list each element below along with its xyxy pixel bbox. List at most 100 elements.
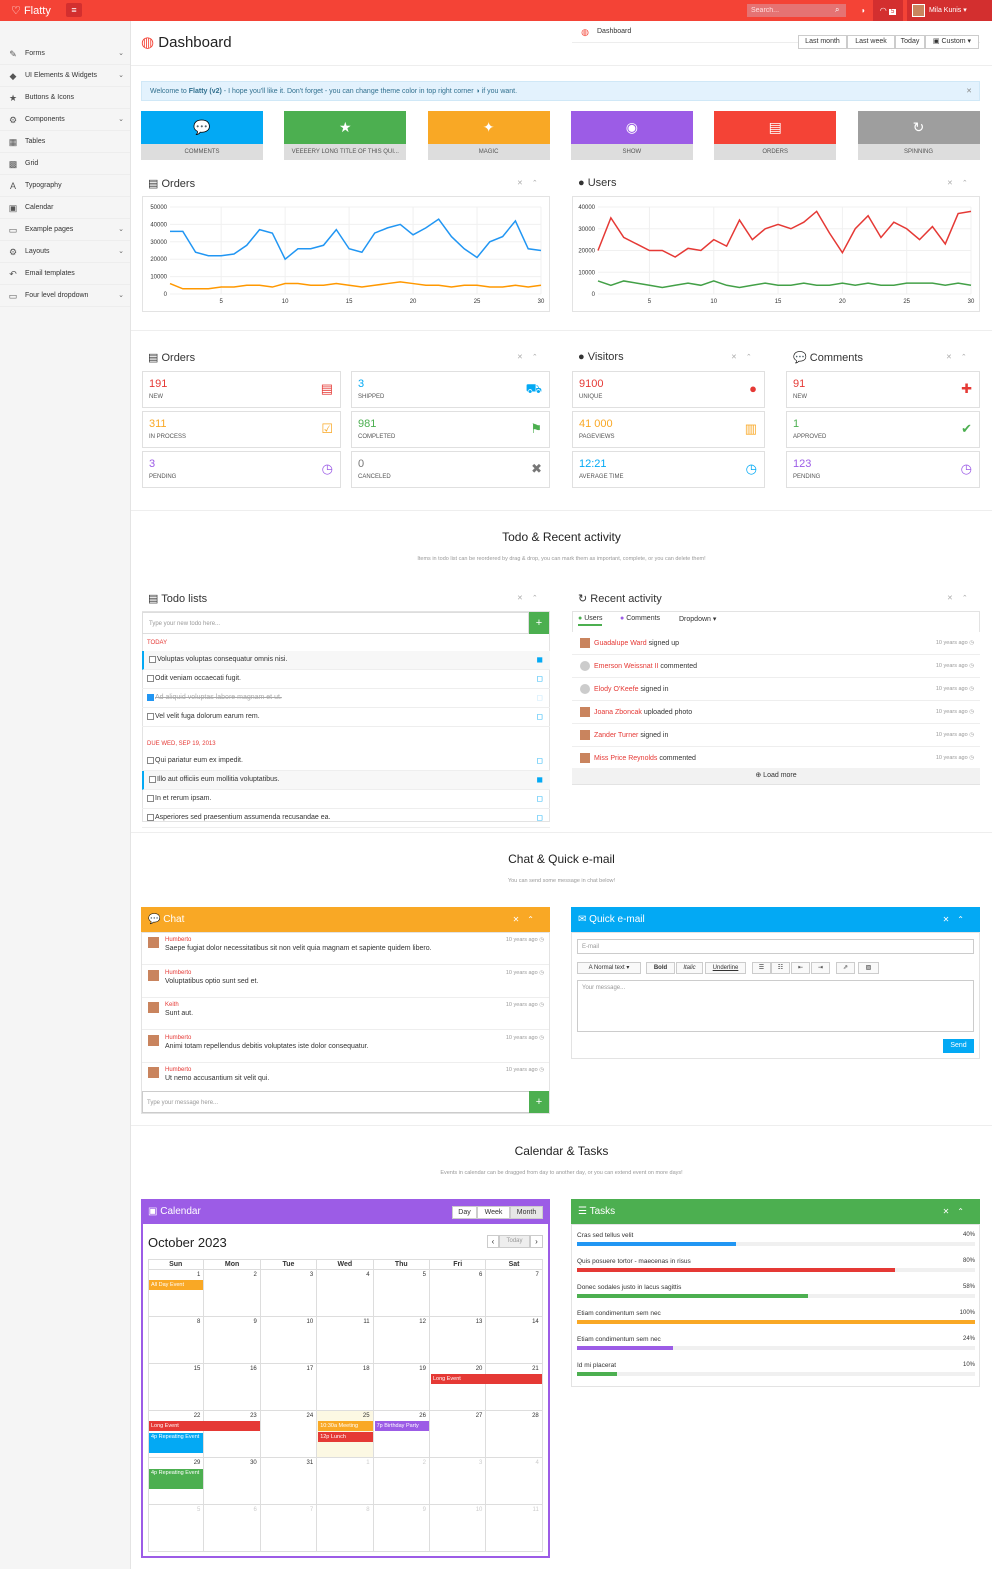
sidebar-item-email-templates[interactable]: ↶ Email templates [0,263,130,285]
calendar-event[interactable]: All Day Event [149,1280,204,1290]
list-item[interactable]: Illo aut officiis eum mollitia voluptati… [142,771,550,790]
email-message-textarea[interactable]: Your message... [577,980,974,1032]
calendar-event[interactable]: Long Event [149,1421,260,1431]
panel-controls[interactable]: ✕⌃ [946,354,976,361]
send-button[interactable]: Send [943,1039,974,1053]
panel-controls[interactable]: ✕⌃ [517,354,547,361]
user-menu[interactable]: Mila Kunis ▾ [907,0,992,21]
search-icon[interactable]: ⌕ [835,5,840,14]
calendar-day-cell[interactable]: 1 [148,1270,205,1317]
tab-comments[interactable]: ● Comments [620,615,660,622]
panel-controls[interactable]: ✕⌃ [512,915,542,924]
calendar-day-cell[interactable]: 28 [486,1411,543,1458]
add-todo-button[interactable]: + [529,612,549,634]
calendar-day-cell[interactable]: 6 [204,1505,261,1552]
indent-button[interactable]: ⇥ [811,962,830,974]
calendar-day-cell[interactable]: 31 [260,1458,318,1505]
theme-toggle-button[interactable]: ◑ [854,0,871,21]
list-item[interactable]: Qui pariatur eum ex impedit. ◻ [142,752,550,771]
calendar-day-cell[interactable]: 30 [204,1458,261,1505]
todo-checkbox[interactable] [149,776,156,783]
list-item[interactable]: Odit veniam occaecati fugit. ◻ [142,670,550,689]
font-size-dropdown[interactable]: A Normal text ▾ [577,962,641,974]
list-item[interactable]: Vel velit fuga dolorum earum rem. ◻ [142,708,550,727]
range-today-button[interactable]: Today [895,35,925,49]
calendar-day-cell[interactable]: 4 [486,1458,543,1505]
calendar-day-cell[interactable]: 5 [148,1505,205,1552]
sidebar-item-forms[interactable]: ✎ Forms ⌄ [0,43,130,65]
menu-toggle-button[interactable]: ≡ [66,3,82,17]
outdent-button[interactable]: ⇤ [791,962,810,974]
calendar-day-cell[interactable]: 11 [486,1505,543,1552]
bookmark-icon[interactable]: ◻ [536,813,543,822]
search-input[interactable] [747,4,846,17]
calendar-day-cell[interactable]: 7 [486,1270,543,1317]
chat-author[interactable]: Humberto [165,969,192,976]
calendar-day-cell[interactable]: 2 [373,1458,430,1505]
sidebar-item-typography[interactable]: A Typography [0,175,130,197]
calendar-day-cell[interactable]: 6 [430,1270,487,1317]
chat-author[interactable]: Humberto [165,937,192,943]
brand[interactable]: ♡ Flatty [11,4,51,17]
calendar-day-cell[interactable]: 10 [430,1505,487,1552]
today-button[interactable]: Today [499,1235,530,1248]
calendar-day-cell[interactable]: 1 [317,1458,374,1505]
calendar-day-cell[interactable]: 24 [260,1411,318,1458]
calendar-day-cell[interactable]: 8 [148,1317,205,1364]
tile-eye[interactable]: ◉ SHOW [570,111,693,160]
calendar-day-cell[interactable]: 12 [373,1317,430,1364]
calendar-day-cell[interactable]: 7 [260,1505,318,1552]
sidebar-item-components[interactable]: ⚙ Components ⌄ [0,109,130,131]
tile-magic[interactable]: ✦ MAGIC [427,111,550,160]
calendar-day-cell[interactable]: 29 [148,1458,205,1505]
activity-user-link[interactable]: Miss Price Reynolds [594,755,658,762]
sidebar-item-calendar[interactable]: ▣ Calendar [0,197,130,219]
calendar-day-cell[interactable]: 11 [317,1317,374,1364]
bold-button[interactable]: Bold [646,962,675,974]
calendar-event[interactable]: 12p Lunch [318,1432,373,1442]
panel-controls[interactable]: ✕⌃ [731,354,761,361]
chat-author[interactable]: Humberto [165,1067,192,1073]
bookmark-icon[interactable]: ◻ [536,712,543,721]
bookmark-icon[interactable]: ◻ [536,794,543,803]
calendar-event[interactable]: Long Event [431,1374,542,1384]
list-item[interactable]: Ad aliquid voluptas labore magnam et ut.… [142,689,550,708]
tab-dropdown[interactable]: Dropdown ▾ [679,616,717,623]
calendar-event[interactable]: 4p Repeating Event [149,1433,204,1453]
calendar-day-cell[interactable]: 22 [148,1411,205,1458]
tile-star[interactable]: ★ VEEEERY LONG TITLE OF THIS QUI... [284,111,407,160]
tile-refresh[interactable]: ↻ SPINNING [857,111,980,160]
italic-button[interactable]: Italic [676,962,703,974]
panel-controls[interactable]: ✕⌃ [947,595,977,602]
calendar-day-cell[interactable]: 9 [204,1317,261,1364]
calendar-day-cell[interactable]: 3 [430,1458,487,1505]
calendar-day-cell[interactable]: 5 [373,1270,430,1317]
chat-author[interactable]: Humberto [165,1034,192,1041]
range-last-week-button[interactable]: Last week [847,35,895,49]
bookmark-icon[interactable]: ◼ [536,775,543,784]
activity-user-link[interactable]: Joana Zboncak [594,709,642,716]
bookmark-icon[interactable]: ◼ [536,655,543,664]
todo-checkbox[interactable] [147,675,154,682]
list-ordered-button[interactable]: ☷ [771,962,790,974]
sidebar-item-ui-elements-widgets[interactable]: ◆ UI Elements & Widgets ⌄ [0,65,130,87]
calendar-event[interactable]: 10:30a Meeting [318,1421,373,1431]
view-day-button[interactable]: Day [452,1206,477,1219]
chat-author[interactable]: Keith [165,1002,179,1008]
calendar-day-cell[interactable]: 16 [204,1364,261,1411]
load-more-button[interactable]: ⊕ Load more [572,768,980,784]
todo-input[interactable]: Type your new todo here... [142,612,529,634]
sidebar-item-example-pages[interactable]: ▭ Example pages ⌄ [0,219,130,241]
sidebar-item-four-level-dropdown[interactable]: ▭ Four level dropdown ⌄ [0,285,130,307]
close-icon[interactable]: ✕ [966,88,972,95]
panel-controls[interactable]: ✕⌃ [517,180,547,187]
sidebar-item-grid[interactable]: ▩ Grid [0,153,130,175]
activity-user-link[interactable]: Zander Turner [594,732,639,739]
calendar-day-cell[interactable]: 21 [486,1364,543,1411]
tile-inbox[interactable]: ▤ ORDERS [714,111,837,160]
calendar-day-cell[interactable]: 19 [373,1364,430,1411]
todo-checkbox[interactable] [147,694,154,701]
rss-button[interactable]: ◠ 5 [873,0,903,21]
email-field[interactable]: E-mail [577,939,974,954]
calendar-day-cell[interactable]: 26 [373,1411,430,1458]
